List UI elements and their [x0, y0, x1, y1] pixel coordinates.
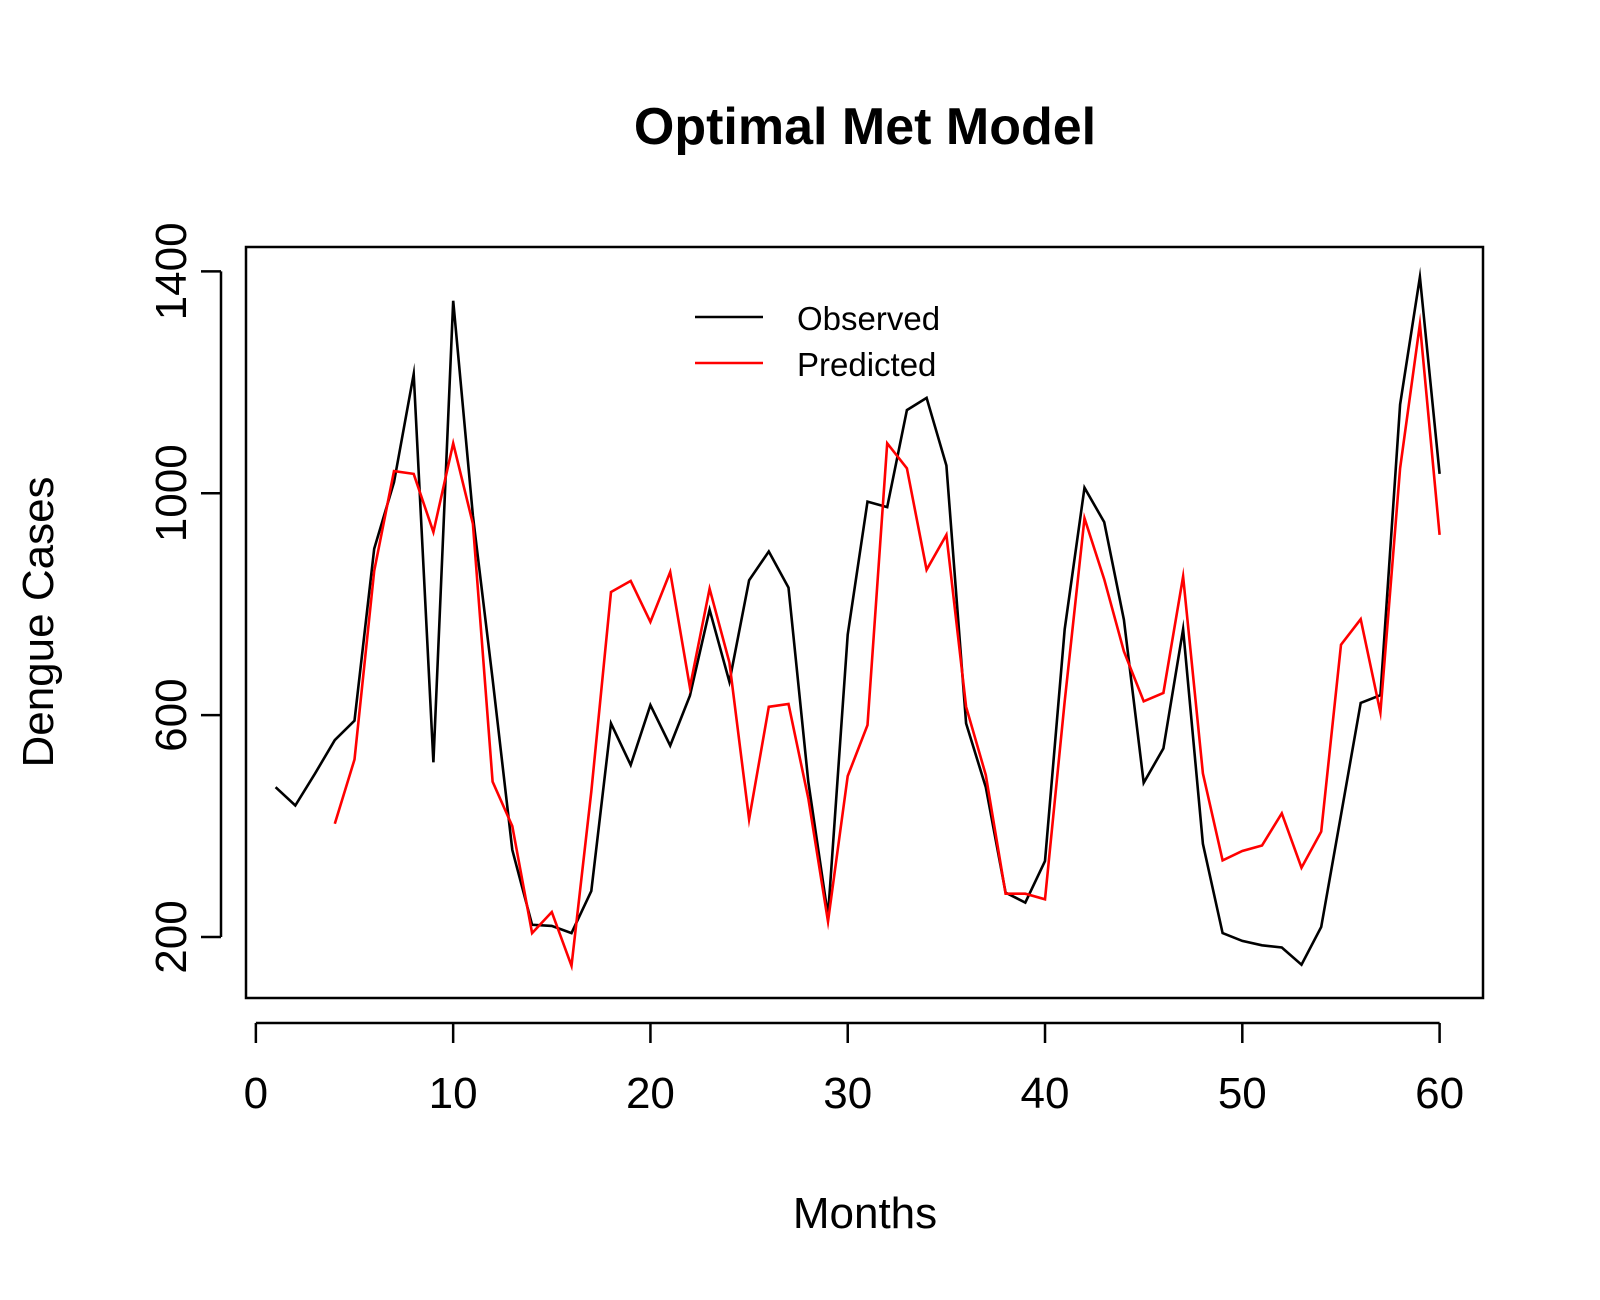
- x-tick-label: 10: [429, 1069, 478, 1118]
- legend-predicted-label: Predicted: [797, 346, 936, 383]
- x-tick-label: 30: [823, 1069, 872, 1118]
- y-tick-label: 600: [147, 678, 196, 751]
- y-tick-label: 200: [147, 900, 196, 973]
- x-tick-label: 40: [1021, 1069, 1070, 1118]
- legend-observed-label: Observed: [797, 300, 940, 337]
- x-tick-label: 20: [626, 1069, 675, 1118]
- x-tick-label: 0: [244, 1069, 268, 1118]
- y-axis-label: Dengue Cases: [14, 476, 63, 767]
- y-tick-label: 1400: [147, 222, 196, 320]
- chart-title: Optimal Met Model: [634, 98, 1096, 156]
- x-axis-label: Months: [793, 1189, 937, 1238]
- y-tick-label: 1000: [147, 444, 196, 542]
- x-tick-label: 50: [1218, 1069, 1267, 1118]
- x-tick-label: 60: [1415, 1069, 1464, 1118]
